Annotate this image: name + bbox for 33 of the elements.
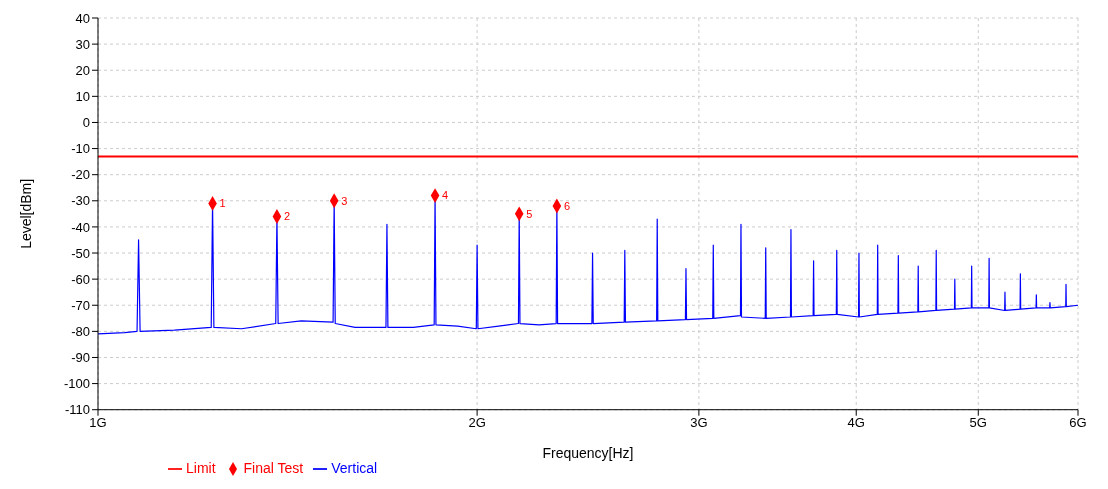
x-tick-label: 2G xyxy=(468,414,486,430)
annotation: 1 xyxy=(219,197,226,210)
annotation: 6 xyxy=(563,199,570,212)
y-tick-label: -100 xyxy=(63,376,90,392)
y-tick-label: 30 xyxy=(75,36,90,52)
legend-label: Limit xyxy=(186,459,216,476)
legend-label: Vertical xyxy=(331,459,378,476)
y-tick-label: -80 xyxy=(71,323,90,339)
legend-label: Final Test xyxy=(243,459,304,476)
y-tick-label: 10 xyxy=(75,88,90,104)
y-tick-label: -10 xyxy=(71,141,90,157)
y-tick-label: -70 xyxy=(71,297,90,313)
x-tick-label: 6G xyxy=(1069,414,1087,430)
y-tick-label: -40 xyxy=(71,219,90,235)
annotation: 4 xyxy=(442,189,449,202)
y-tick-label: 0 xyxy=(82,115,90,131)
annotation: 5 xyxy=(526,207,533,220)
y-tick-label: -30 xyxy=(71,193,90,209)
annotation: 2 xyxy=(283,210,291,223)
x-tick-label: 3G xyxy=(690,414,708,430)
x-axis-title: Frequency[Hz] xyxy=(542,444,634,461)
x-tick-label: 5G xyxy=(969,414,987,430)
y-tick-label: 20 xyxy=(75,62,90,78)
y-tick-label: -90 xyxy=(71,350,90,366)
y-tick-label: -50 xyxy=(71,245,90,261)
y-tick-label: -60 xyxy=(71,271,90,287)
x-tick-label: 4G xyxy=(847,414,865,430)
y-axis-title: Level[dBm] xyxy=(17,178,34,249)
y-tick-label: -110 xyxy=(64,402,90,418)
annotation: 3 xyxy=(341,194,348,207)
x-tick-label: 1G xyxy=(89,414,107,430)
y-tick-label: -20 xyxy=(71,167,90,183)
y-tick-label: 40 xyxy=(75,10,90,26)
